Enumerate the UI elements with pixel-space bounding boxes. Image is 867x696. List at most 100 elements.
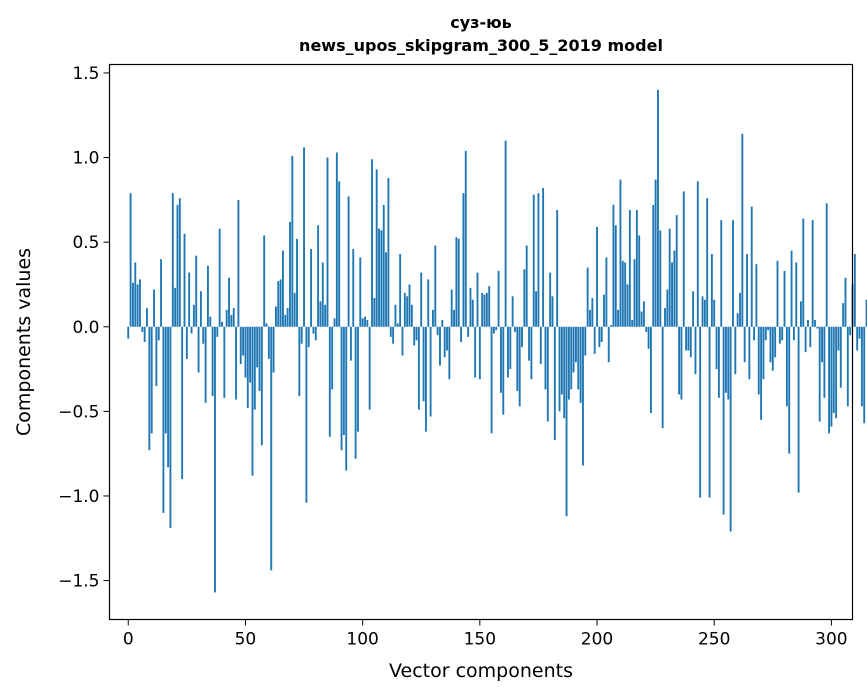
bar-153 [485,292,488,327]
bar-60 [267,326,270,359]
bar-76 [305,326,308,503]
bar-175 [537,193,540,327]
bar-226 [657,89,659,327]
bar-2 [132,282,134,327]
bar-101 [364,316,366,327]
bar-240 [689,326,692,358]
bar-7 [143,326,146,342]
bar-127 [424,326,427,432]
chart-title-line-1: суз-юь [450,13,512,32]
bar-139 [453,309,455,327]
bar-192 [577,326,580,390]
bar-276 [774,326,777,358]
bar-303 [837,326,840,351]
bar-231 [668,228,671,327]
bar-102 [366,320,369,327]
bar-87 [331,326,334,390]
bar-270 [760,326,763,420]
bar-22 [178,198,181,327]
bar-298 [825,203,828,327]
bar-159 [499,326,502,393]
bar-27 [190,326,193,334]
bar-12 [155,326,158,386]
bar-42 [225,309,228,327]
bar-147 [471,299,474,327]
bar-28 [192,304,195,327]
bar-297 [823,326,826,398]
bar-233 [673,250,676,327]
bar-242 [694,326,697,375]
bar-144 [464,150,467,327]
bar-299 [828,326,830,434]
bar-120 [408,284,411,327]
bar-212 [624,262,627,327]
bar-177 [542,188,545,327]
bar-281 [785,326,788,407]
bar-47 [237,199,240,327]
bar-215 [631,320,634,327]
bar-46 [235,326,238,400]
y-tick-label: −1.5 [58,572,99,592]
bar-278 [778,326,781,344]
bar-24 [183,233,186,327]
x-tick-label: 300 [815,630,847,650]
bar-199 [593,326,596,354]
bar-58 [263,235,266,327]
bar-36 [211,326,214,397]
bar-244 [699,326,702,498]
bar-109 [382,204,385,327]
bar-263 [743,326,746,363]
bar-134 [441,320,444,327]
bar-95 [349,326,352,361]
bar-105 [373,298,376,327]
bar-70 [291,155,294,327]
bar-32 [202,326,205,344]
bar-61 [270,326,273,571]
bar-285 [795,262,798,327]
bar-116 [399,254,402,327]
bar-289 [804,326,807,353]
bar-66 [282,250,284,327]
bar-279 [781,326,784,341]
bar-201 [598,326,601,348]
bar-228 [661,326,664,429]
bar-188 [567,326,570,400]
bar-67 [284,314,287,327]
bar-146 [469,287,472,327]
y-tick-label: 1.5 [72,64,99,84]
bar-21 [176,204,179,327]
bar-15 [162,326,165,513]
bar-97 [354,326,357,459]
bar-39 [218,228,221,327]
bar-78 [310,248,313,327]
bar-31 [199,291,202,327]
bar-121 [410,304,413,327]
bar-56 [258,326,261,392]
bar-68 [286,308,289,327]
bar-18 [169,326,172,529]
bar-151 [481,292,484,327]
bar-135 [443,326,446,358]
bar-169 [523,269,526,327]
bar-125 [420,272,423,327]
bar-9 [148,326,151,451]
bar-141 [457,238,460,327]
bar-80 [314,326,317,341]
bar-185 [560,326,563,395]
bar-62 [272,326,275,373]
bar-194 [582,326,584,466]
bar-248 [708,326,711,498]
bar-160 [502,326,505,415]
bar-132 [436,326,439,336]
x-tick-label: 200 [581,630,613,650]
bar-140 [455,237,458,327]
bar-313 [860,326,863,407]
bar-81 [317,225,320,327]
bar-96 [352,248,355,327]
bar-187 [565,326,568,517]
x-axis-label: Vector components [389,660,573,682]
bar-280 [783,270,786,327]
bar-205 [607,326,610,363]
bar-182 [553,326,556,441]
bar-253 [720,220,723,327]
